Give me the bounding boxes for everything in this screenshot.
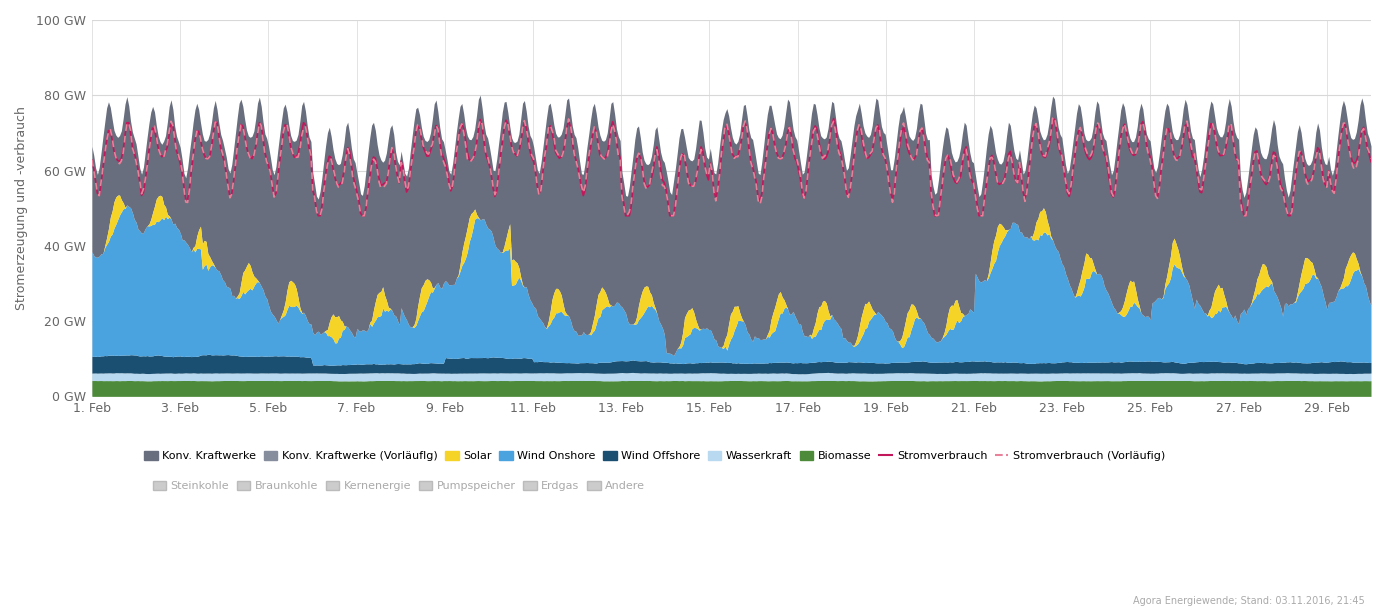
Y-axis label: Stromerzeugung und -verbrauch: Stromerzeugung und -verbrauch — [15, 106, 28, 310]
Text: Agora Energiewende; Stand: 03.11.2016, 21:45: Agora Energiewende; Stand: 03.11.2016, 2… — [1134, 596, 1365, 606]
Legend: Steinkohle, Braunkohle, Kernenergie, Pumpspeicher, Erdgas, Andere: Steinkohle, Braunkohle, Kernenergie, Pum… — [152, 481, 644, 491]
